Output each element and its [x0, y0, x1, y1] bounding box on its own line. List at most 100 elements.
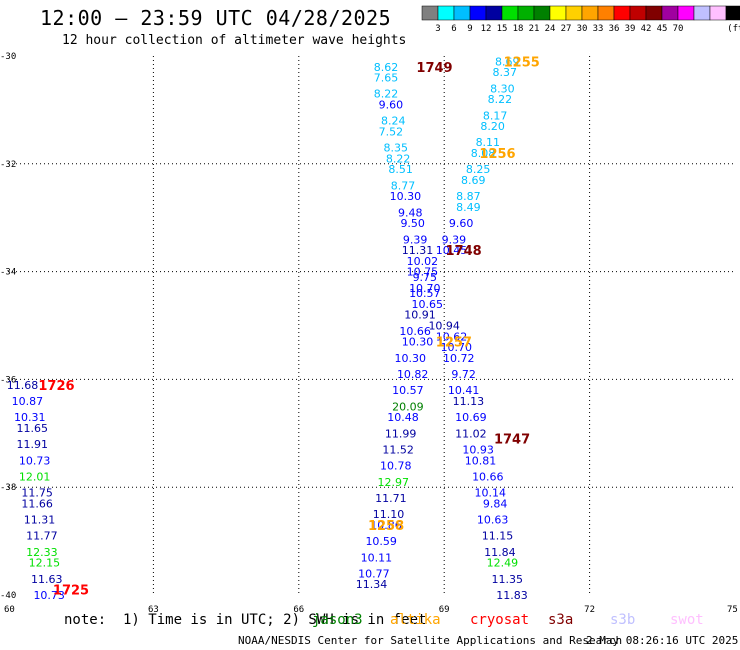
wave-height-point: 8.22 — [374, 88, 399, 101]
wave-height-point: 11.10 — [373, 508, 405, 521]
wave-height-point: 9.60 — [449, 217, 474, 230]
x-tick-label: 75 — [727, 605, 738, 615]
title: 12:00 – 23:59 UTC 04/28/2025 — [40, 6, 392, 30]
wave-height-point: 10.72 — [443, 352, 475, 365]
pass-time-labels: 1749 1255 1256 1748 1257 1747 1726 1258 1725 — [38, 55, 539, 598]
color-swatch — [517, 5, 535, 21]
wave-height-point: 8.22 — [386, 152, 411, 165]
color-swatch — [453, 5, 471, 21]
y-tick-label: -38 — [0, 483, 16, 493]
pass-time-label: 1748 — [445, 244, 481, 259]
wave-height-point: 10.63 — [477, 514, 509, 527]
wave-height-point: 11.63 — [31, 573, 63, 586]
wave-height-point: 8.51 — [388, 163, 413, 176]
wave-height-point: 8.25 — [466, 163, 491, 176]
credit-line: NOAA/NESDIS Center for Satellite Applica… — [238, 634, 623, 647]
color-scale-label: 24 — [545, 24, 556, 34]
wave-height-point: 10.41 — [448, 384, 480, 397]
generated-timestamp: 2 May 08:26:16 UTC 2025 — [586, 634, 739, 647]
wave-height-point: 12.33 — [26, 546, 58, 559]
pass-time-label: 1749 — [416, 61, 452, 76]
wave-height-point: 10.94 — [428, 320, 460, 333]
wave-height-point: 11.31 — [402, 244, 434, 257]
wave-height-point: 11.15 — [482, 530, 514, 543]
pass-time-label: 1725 — [53, 584, 89, 599]
wave-height-point: 9.48 — [398, 206, 423, 219]
wave-height-point: 8.20 — [480, 120, 505, 133]
color-swatch — [485, 5, 503, 21]
wave-height-point: 10.82 — [397, 368, 429, 381]
wave-height-point: 8.17 — [483, 109, 508, 122]
wave-height-point: 10.73 — [33, 589, 65, 602]
color-swatch — [613, 5, 631, 21]
color-swatch — [693, 5, 711, 21]
wave-height-point: 10.66 — [472, 470, 504, 483]
color-scale-label: 39 — [625, 24, 636, 34]
wave-height-point: 9.60 — [379, 99, 404, 112]
wave-height-point: 10.62 — [436, 330, 468, 343]
longitude-ticks: 60 63 66 69 72 75 — [4, 605, 738, 615]
wave-height-point: 9.72 — [451, 368, 476, 381]
latitude-ticks: -30 -32 -34 -36 -38 -40 — [0, 52, 16, 601]
wave-height-point: 12.01 — [19, 470, 51, 483]
wave-height-point: 8.62 — [374, 61, 399, 74]
wave-height-point: 11.35 — [491, 573, 523, 586]
color-scale-label: 36 — [609, 24, 620, 34]
wave-height-point: 9.39 — [442, 233, 467, 246]
color-scale-label: 42 — [641, 24, 652, 34]
wave-height-point: 12.15 — [29, 557, 61, 570]
wave-height-point: 11.34 — [356, 578, 388, 591]
pass-time-label: 1255 — [504, 55, 540, 70]
wave-height-point: 11.91 — [16, 438, 48, 451]
wave-height-point: 20.09 — [392, 400, 424, 413]
satellite-label-jason3: jason3 — [312, 612, 363, 628]
wave-height-point: 11.99 — [385, 427, 417, 440]
satellite-label-cryosat: cryosat — [470, 612, 530, 628]
wave-height-point: 8.35 — [383, 142, 408, 155]
wave-height-point: 10.02 — [407, 255, 439, 268]
wave-height-point: 10.30 — [402, 336, 434, 349]
color-scale-label: 9 — [467, 24, 472, 34]
wave-height-point: 11.71 — [375, 492, 407, 505]
subtitle: 12 hour collection of altimeter wave hei… — [62, 33, 407, 48]
wave-height-point: 10.86 — [370, 519, 402, 532]
wave-height-point: 8.24 — [381, 115, 406, 128]
wave-height-point: 10.78 — [380, 460, 412, 473]
color-swatch — [501, 5, 519, 21]
wave-height-point: 9.84 — [483, 497, 508, 510]
wave-height-point: 7.52 — [379, 125, 404, 138]
color-swatch — [709, 5, 727, 21]
x-tick-label: 69 — [439, 605, 450, 615]
wave-height-point: 11.52 — [382, 443, 414, 456]
color-scale-label: 3 — [435, 24, 440, 34]
wave-height-point: 11.83 — [496, 589, 528, 602]
wave-height-point: 10.57 — [409, 287, 441, 300]
wave-height-point: 8.49 — [456, 201, 481, 214]
wave-height-point: 9.50 — [400, 217, 425, 230]
wave-height-point: 11.13 — [453, 395, 485, 408]
wave-height-point: 10.45 — [436, 244, 468, 257]
y-tick-label: -36 — [0, 375, 16, 385]
color-scale-label: 21 — [529, 24, 540, 34]
wave-height-point: 10.66 — [399, 325, 431, 338]
color-swatch — [661, 5, 679, 21]
wave-height-point: 8.11 — [476, 136, 501, 149]
wave-height-point: 10.48 — [387, 411, 419, 424]
pass-time-label: 1257 — [436, 336, 472, 351]
color-swatch — [597, 5, 615, 21]
wave-height-point: 8.77 — [391, 179, 416, 192]
x-tick-label: 66 — [293, 605, 304, 615]
color-swatch — [549, 5, 567, 21]
color-scale-unit: (ft) — [727, 24, 740, 34]
wave-height-point: 10.59 — [365, 535, 397, 548]
y-tick-label: -30 — [0, 52, 16, 62]
color-scale-label: 45 — [657, 24, 668, 34]
color-swatch — [725, 5, 740, 21]
wave-height-point: 12.97 — [378, 476, 410, 489]
color-swatch — [645, 5, 663, 21]
y-tick-label: -40 — [0, 591, 16, 601]
x-tick-label: 60 — [4, 605, 15, 615]
wave-height-point: 8.22 — [488, 93, 513, 106]
